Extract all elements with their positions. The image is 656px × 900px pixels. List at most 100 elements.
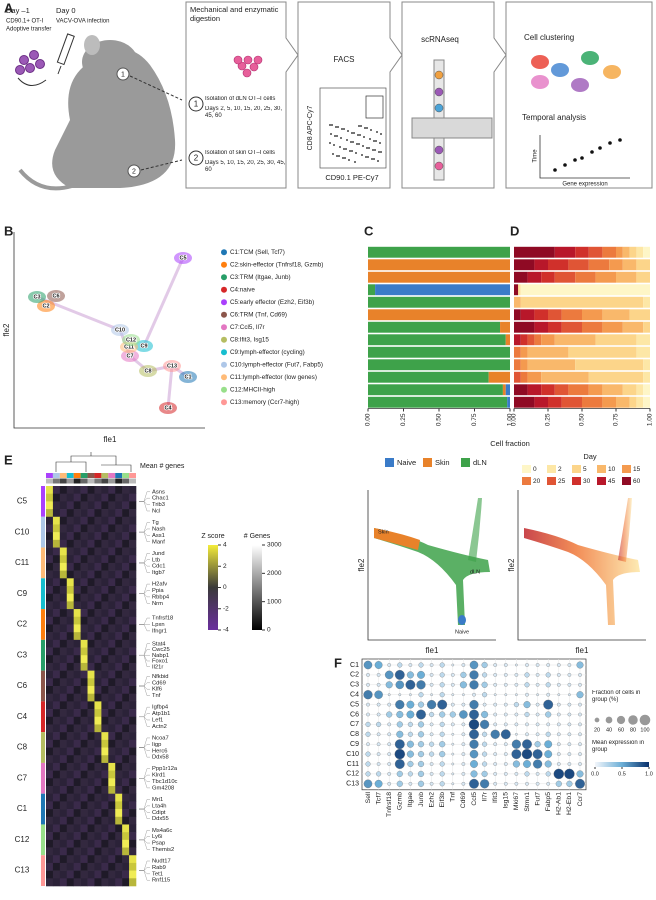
heatmap-cell xyxy=(73,639,81,648)
cluster-blob xyxy=(581,51,599,65)
heatmap-cell xyxy=(87,770,95,779)
heatmap-cell xyxy=(46,570,54,579)
dot xyxy=(408,663,413,667)
panel-letter: D xyxy=(510,223,519,238)
cluster-label: C4 xyxy=(164,405,172,411)
heatmap-cell xyxy=(66,516,74,525)
dot xyxy=(503,712,508,717)
heatmap-cell xyxy=(80,870,88,879)
heatmap-cell xyxy=(129,516,137,525)
facs-dot xyxy=(368,147,370,149)
facs-dot xyxy=(348,159,350,161)
cluster-label: C8 xyxy=(17,743,28,752)
dot xyxy=(387,752,392,756)
facs-dot xyxy=(329,142,331,144)
gene-label: Asns xyxy=(152,489,165,495)
heatmap-cell xyxy=(122,686,130,694)
heatmap-cell xyxy=(80,716,88,725)
tick-label: 40 xyxy=(606,727,612,733)
heatmap-cell xyxy=(80,616,88,625)
heatmap-cell xyxy=(46,824,54,833)
heatmap-cell xyxy=(73,778,81,787)
column-color xyxy=(80,473,88,478)
heatmap-cell xyxy=(46,516,54,525)
heatmap-cell xyxy=(115,632,123,641)
dot xyxy=(535,712,540,717)
bar-segment xyxy=(527,371,542,383)
facs-dot xyxy=(374,149,376,151)
annotation: CD90.1+ OT-I xyxy=(6,19,44,25)
site-number: 1 xyxy=(121,71,125,78)
x-tick-label: 0.00 xyxy=(511,413,518,426)
heatmap-cell xyxy=(73,855,81,864)
x-tick-label: 0.00 xyxy=(365,413,372,426)
gene-label: Psap xyxy=(152,841,165,847)
heatmap-cell xyxy=(122,578,130,587)
heatmap-cell xyxy=(122,601,130,610)
heatmap-cell xyxy=(87,816,95,825)
legend-label: C11:lymph-effector (low genes) xyxy=(230,374,317,381)
column-genes xyxy=(94,478,102,484)
bar-segment xyxy=(643,296,650,308)
dot xyxy=(449,711,456,718)
heatmap-cell xyxy=(108,655,116,664)
gene-label: Trib3 xyxy=(152,502,165,508)
gene-label: Ppp1r12a xyxy=(152,766,178,772)
heatmap-cell xyxy=(129,486,137,494)
heatmap-cell xyxy=(87,670,95,679)
facs-dot xyxy=(355,152,357,154)
dot xyxy=(482,741,488,747)
heatmap-cell xyxy=(66,770,74,779)
heatmap-cell xyxy=(46,693,54,702)
dot xyxy=(525,732,529,737)
dot xyxy=(524,682,530,688)
bracket xyxy=(139,522,150,533)
column-genes xyxy=(80,478,88,484)
heatmap-cell xyxy=(101,770,109,779)
facs-dot xyxy=(353,132,355,134)
bar-segment xyxy=(514,246,555,258)
heatmap-cell xyxy=(46,724,54,733)
heatmap-cell xyxy=(52,639,61,648)
heatmap-cell xyxy=(59,670,68,679)
facs-dot xyxy=(358,143,360,145)
gene-label: Ddx58 xyxy=(152,755,169,761)
gene-label: Itgae xyxy=(407,792,414,807)
annotation: VACV-OVA infection xyxy=(56,19,109,25)
gene-label: Ifit3 xyxy=(492,792,499,803)
cluster-label: C13 xyxy=(15,866,30,875)
heatmap-cell xyxy=(52,547,61,556)
gene-label: Ifngr1 xyxy=(152,628,167,634)
heatmap-cell xyxy=(52,762,61,771)
heatmap-cell xyxy=(122,832,130,841)
x-tick-label: 0.50 xyxy=(579,413,586,426)
dot xyxy=(469,729,479,740)
dot xyxy=(416,680,426,690)
bar-segment xyxy=(568,259,589,271)
heatmap-cell xyxy=(46,501,54,510)
facs-dot xyxy=(378,151,380,153)
heatmap-cell xyxy=(80,701,88,710)
heatmap-cell xyxy=(73,586,81,594)
column-color xyxy=(87,473,95,478)
heatmap-cell xyxy=(122,624,130,633)
gene-label: Klrd1 xyxy=(152,773,166,779)
dot xyxy=(387,663,392,667)
dot xyxy=(578,722,582,727)
heatmap-cell xyxy=(66,670,74,679)
needle-icon xyxy=(57,65,62,75)
facs-dot xyxy=(344,157,346,159)
bar-segment xyxy=(505,384,510,396)
heatmap-cell xyxy=(66,632,74,641)
dot xyxy=(439,761,445,767)
heatmap-cell xyxy=(46,486,54,494)
heatmap-cell xyxy=(52,709,61,718)
heatmap-cell xyxy=(73,655,81,664)
column-color xyxy=(115,473,123,478)
step-number: 1 xyxy=(194,100,199,109)
heatmap-cell xyxy=(80,839,88,848)
heatmap-cell xyxy=(80,516,88,525)
dot xyxy=(365,731,371,737)
heatmap-cell xyxy=(52,586,61,594)
bracket xyxy=(139,553,150,564)
